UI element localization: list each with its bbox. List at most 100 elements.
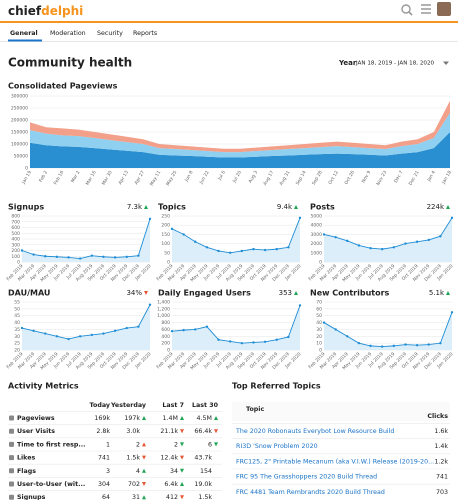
point <box>113 329 117 332</box>
y-tick-label: 3000 <box>311 232 323 238</box>
y-tick-label: 1,400 <box>157 300 170 306</box>
trend-arrow <box>144 291 148 295</box>
point <box>263 340 267 343</box>
trend-arrow <box>180 468 184 473</box>
tab[interactable]: General <box>10 30 38 37</box>
y-tick-label: 0 <box>167 260 170 266</box>
page-title: Community health <box>8 56 132 70</box>
menu-icon[interactable] <box>421 4 431 14</box>
y-tick-label: 250 <box>161 214 170 220</box>
point <box>217 338 220 341</box>
x-tick-label: Nov 23 <box>375 170 388 187</box>
trend-arrow <box>180 416 184 420</box>
point <box>137 325 140 328</box>
y-tick-label: 0 <box>319 260 322 266</box>
point <box>170 227 174 231</box>
metric-value: 412 <box>166 494 178 500</box>
point <box>392 344 396 348</box>
x-tick-label: May 11 <box>149 170 162 187</box>
x-tick-label: Mar 30 <box>101 170 114 187</box>
metric-label[interactable]: User-to-User (wit... <box>17 481 85 488</box>
area <box>172 217 300 262</box>
trend-arrow <box>142 455 146 460</box>
metric-label[interactable]: Time to first resp... <box>17 441 86 448</box>
point <box>102 255 105 259</box>
area <box>324 312 452 350</box>
row-icon <box>9 428 14 434</box>
y-tick-label: 60 <box>316 306 322 312</box>
avatar[interactable] <box>437 2 451 16</box>
x-tick-label: Mar 16 <box>85 170 98 187</box>
y-tick-label: 40 <box>14 320 20 326</box>
search-icon[interactable] <box>401 4 411 14</box>
chart-title: Consolidated Pageviews <box>8 82 118 91</box>
y-tick-label: 250000 <box>11 106 28 112</box>
area <box>22 218 150 262</box>
point <box>113 256 117 259</box>
point <box>217 249 220 253</box>
y-tick-label: 600 <box>161 327 170 333</box>
line <box>171 217 301 254</box>
point <box>194 328 197 331</box>
point <box>148 303 152 306</box>
trend-arrow <box>142 416 146 420</box>
point <box>380 345 384 348</box>
tab[interactable]: Moderation <box>50 30 86 37</box>
y-tick-label: 2000 <box>311 241 323 247</box>
topic-link[interactable]: FRC125, 2" Printable Mecanum (aka V.I.W.… <box>236 458 434 465</box>
y-tick-label: 600 <box>11 225 20 231</box>
topic-link[interactable]: FRC 95 The Grasshoppers 2020 Build Threa… <box>236 474 377 481</box>
column-header: Today <box>90 402 110 409</box>
logo[interactable]: chiefdelphi <box>8 4 83 18</box>
tab[interactable]: Reports <box>133 30 157 37</box>
metric-value: 169k <box>94 415 110 422</box>
topic-link[interactable]: RI3D 'Snow Problem 2020 <box>236 443 318 450</box>
point <box>439 341 442 345</box>
metric-label[interactable]: Pageviews <box>17 415 55 422</box>
y-tick-label: 150000 <box>11 130 28 136</box>
metric-label[interactable]: Likes <box>17 455 35 462</box>
row-icon <box>9 468 14 474</box>
area <box>30 100 450 153</box>
metric-label[interactable]: Signups <box>17 494 46 500</box>
tab[interactable]: Security <box>97 30 123 37</box>
y-tick-label: 50000 <box>14 154 28 160</box>
y-tick-label: 200 <box>11 248 20 254</box>
y-tick-label: 800 <box>11 214 20 220</box>
x-tick-label: Nov 9 <box>361 170 373 184</box>
chart-title: Daily Engaged Users <box>158 289 251 298</box>
point <box>205 325 209 328</box>
row-icon <box>9 481 14 487</box>
y-tick-label: 300000 <box>11 94 28 100</box>
period-chevron <box>443 61 449 65</box>
chart-title: New Contributors <box>310 289 390 298</box>
row-icon <box>9 494 14 500</box>
point <box>240 341 244 345</box>
period-range[interactable]: JAN 18, 2019 - JAN 18, 2020 <box>355 61 435 67</box>
trend-arrow <box>294 291 298 295</box>
point <box>357 341 361 345</box>
line <box>323 312 453 348</box>
metric-value: 154 <box>200 468 212 475</box>
x-tick-label: Apr 27 <box>133 170 146 186</box>
point <box>404 242 407 245</box>
line <box>323 217 453 250</box>
trend-arrow <box>446 205 450 209</box>
tabs-border <box>0 41 458 42</box>
x-tick-label: Aug 31 <box>278 170 291 187</box>
point <box>240 249 244 253</box>
metric-value: 21.1k <box>160 428 178 435</box>
topic-link[interactable]: The 2020 Robonauts Everybot Low Resource… <box>235 428 394 435</box>
x-tick-label: Jun 8 <box>183 170 194 184</box>
x-tick-label: Jan 18 <box>440 170 453 186</box>
y-tick-label: 20 <box>14 348 20 354</box>
point <box>102 332 105 335</box>
metric-label[interactable]: Flags <box>17 468 36 475</box>
search-icon-handle <box>408 11 413 16</box>
period-label[interactable]: Year <box>338 59 357 67</box>
point <box>404 343 407 346</box>
metric-value: 12.4k <box>160 455 178 462</box>
metric-label[interactable]: User Visits <box>17 428 55 435</box>
header: chiefdelphi <box>0 2 458 23</box>
topic-link[interactable]: FRC 4481 Team Rembrandts 2020 Build Thre… <box>236 489 385 496</box>
